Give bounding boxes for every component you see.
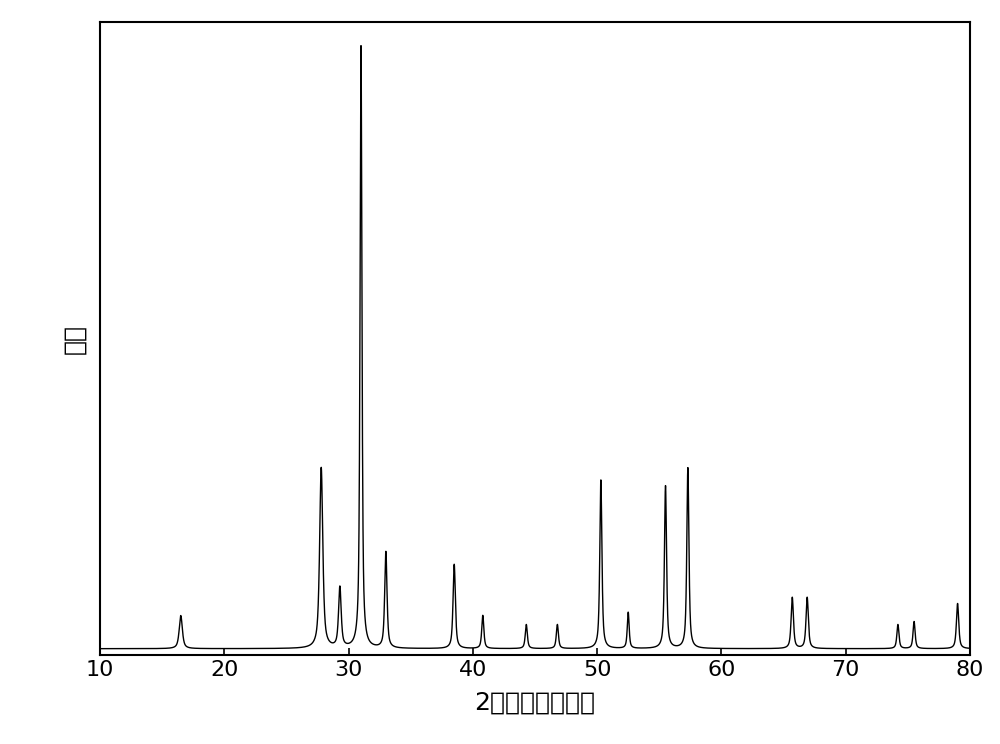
- X-axis label: 2倍衍射角（度）: 2倍衍射角（度）: [475, 690, 596, 715]
- Y-axis label: 强度: 强度: [62, 324, 86, 353]
